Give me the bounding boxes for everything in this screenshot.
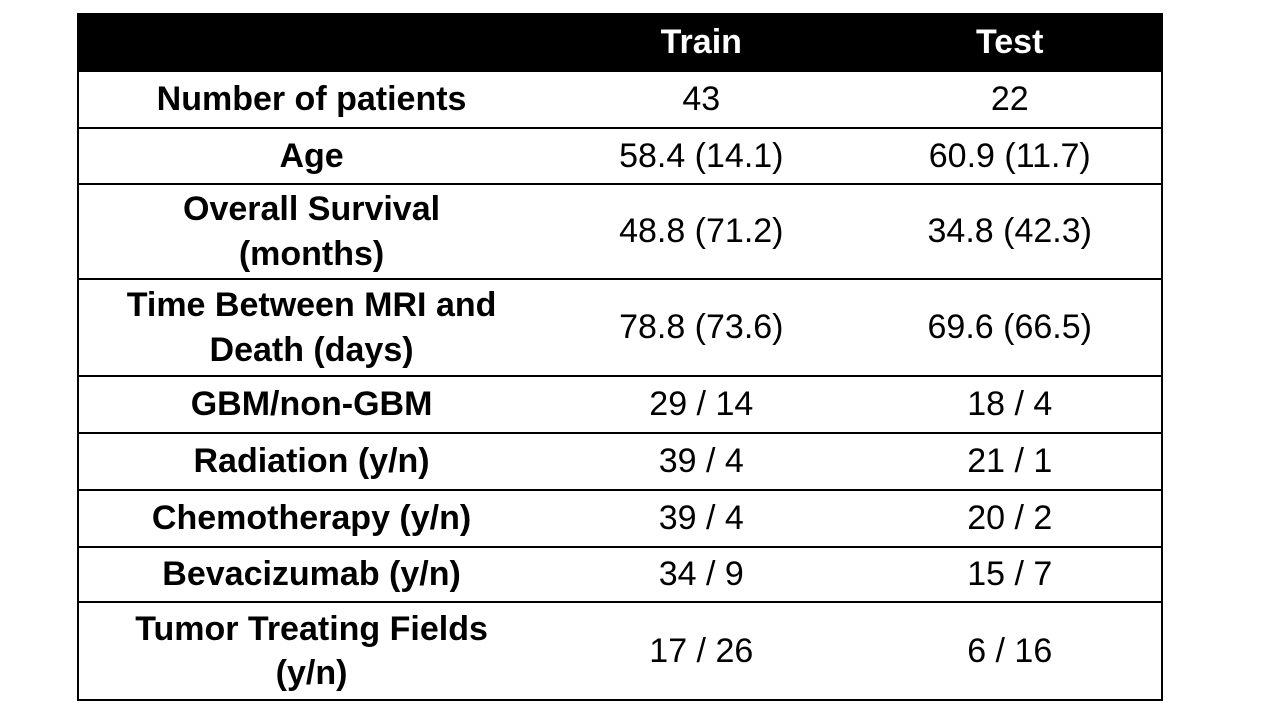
table-row: Tumor Treating Fields (y/n) 17 / 26 6 / … xyxy=(78,601,1162,700)
table-row: Overall Survival (months) 48.8 (71.2) 34… xyxy=(78,183,1162,279)
test-value: 15 / 7 xyxy=(858,546,1162,602)
test-value: 34.8 (42.3) xyxy=(858,183,1162,279)
table-row: Time Between MRI and Death (days) 78.8 (… xyxy=(78,278,1162,376)
test-value: 18 / 4 xyxy=(858,375,1162,433)
train-value: 17 / 26 xyxy=(544,601,859,700)
table-row: Age 58.4 (14.1) 60.9 (11.7) xyxy=(78,127,1162,184)
table-row: Bevacizumab (y/n) 34 / 9 15 / 7 xyxy=(78,546,1162,602)
table-row: Chemotherapy (y/n) 39 / 4 20 / 2 xyxy=(78,489,1162,547)
row-label: Overall Survival (months) xyxy=(78,183,545,279)
train-value: 43 xyxy=(544,70,859,128)
test-column-header: Test xyxy=(858,14,1162,71)
train-value: 29 / 14 xyxy=(544,375,859,433)
train-value: 34 / 9 xyxy=(544,546,859,602)
row-label: Time Between MRI and Death (days) xyxy=(78,278,545,376)
patient-characteristics-table: Train Test Number of patients 43 22 Age … xyxy=(77,13,1163,701)
test-value: 22 xyxy=(858,70,1162,128)
row-label: Radiation (y/n) xyxy=(78,432,545,490)
train-value: 78.8 (73.6) xyxy=(544,278,859,376)
train-value: 39 / 4 xyxy=(544,489,859,547)
train-column-header: Train xyxy=(544,14,859,71)
test-value: 60.9 (11.7) xyxy=(858,127,1162,184)
row-label: Tumor Treating Fields (y/n) xyxy=(78,601,545,700)
row-label: Bevacizumab (y/n) xyxy=(78,546,545,602)
train-value: 58.4 (14.1) xyxy=(544,127,859,184)
table-row: GBM/non-GBM 29 / 14 18 / 4 xyxy=(78,375,1162,433)
train-value: 48.8 (71.2) xyxy=(544,183,859,279)
test-value: 69.6 (66.5) xyxy=(858,278,1162,376)
row-label: Chemotherapy (y/n) xyxy=(78,489,545,547)
header-row: Train Test xyxy=(78,14,1162,71)
corner-cell xyxy=(78,14,545,71)
test-value: 6 / 16 xyxy=(858,601,1162,700)
table-row: Radiation (y/n) 39 / 4 21 / 1 xyxy=(78,432,1162,490)
table-row: Number of patients 43 22 xyxy=(78,70,1162,128)
row-label: Age xyxy=(78,127,545,184)
row-label: Number of patients xyxy=(78,70,545,128)
test-value: 20 / 2 xyxy=(858,489,1162,547)
train-value: 39 / 4 xyxy=(544,432,859,490)
row-label: GBM/non-GBM xyxy=(78,375,545,433)
test-value: 21 / 1 xyxy=(858,432,1162,490)
